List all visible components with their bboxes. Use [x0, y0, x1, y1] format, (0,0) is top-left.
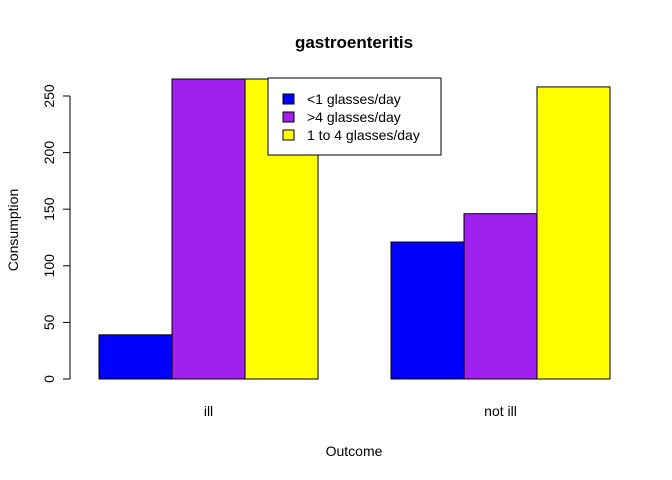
y-tick-label: 50: [41, 314, 57, 330]
y-tick-label: 250: [41, 84, 57, 108]
legend-swatch: [282, 93, 295, 105]
y-tick-label: 150: [41, 197, 57, 221]
x-axis-label: Outcome: [326, 443, 383, 459]
bars-group: [98, 78, 611, 380]
legend: <1 glasses/day >4 glasses/day 1 to 4 glass…: [267, 77, 442, 156]
legend-box: [267, 77, 442, 156]
x-tick-label: ill: [204, 403, 213, 419]
y-axis-label: Consumption: [5, 189, 21, 272]
bar-not-ill-series-1: [463, 213, 538, 380]
bar-ill-series-1: [171, 78, 246, 380]
y-tick-label: 100: [41, 254, 57, 278]
chart-title: gastroenteritis: [295, 33, 413, 52]
bar-not-ill-series-0: [390, 241, 465, 380]
x-axis-tick-labels: ill not ill: [204, 403, 517, 419]
y-tick-label: 0: [41, 375, 57, 383]
bar-ill-series-0: [98, 334, 173, 380]
legend-label: <1 glasses/day: [307, 91, 401, 107]
x-tick-label: not ill: [484, 403, 517, 419]
legend-swatch: [282, 129, 295, 141]
y-tick-label: 200: [41, 141, 57, 165]
bar-not-ill-series-2: [536, 86, 611, 380]
y-axis: 0 50 100 150 200 250: [41, 84, 71, 383]
legend-label: 1 to 4 glasses/day: [307, 127, 420, 143]
legend-label: >4 glasses/day: [307, 109, 401, 125]
legend-swatch: [282, 111, 295, 123]
